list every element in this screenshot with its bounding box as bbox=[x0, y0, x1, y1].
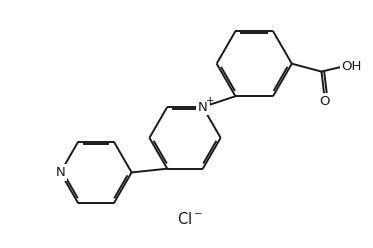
Text: +: + bbox=[206, 96, 215, 106]
Text: N: N bbox=[198, 100, 208, 114]
Text: Cl$^-$: Cl$^-$ bbox=[177, 211, 203, 227]
Text: N: N bbox=[56, 166, 65, 179]
Text: OH: OH bbox=[341, 60, 361, 73]
Text: O: O bbox=[319, 95, 330, 108]
